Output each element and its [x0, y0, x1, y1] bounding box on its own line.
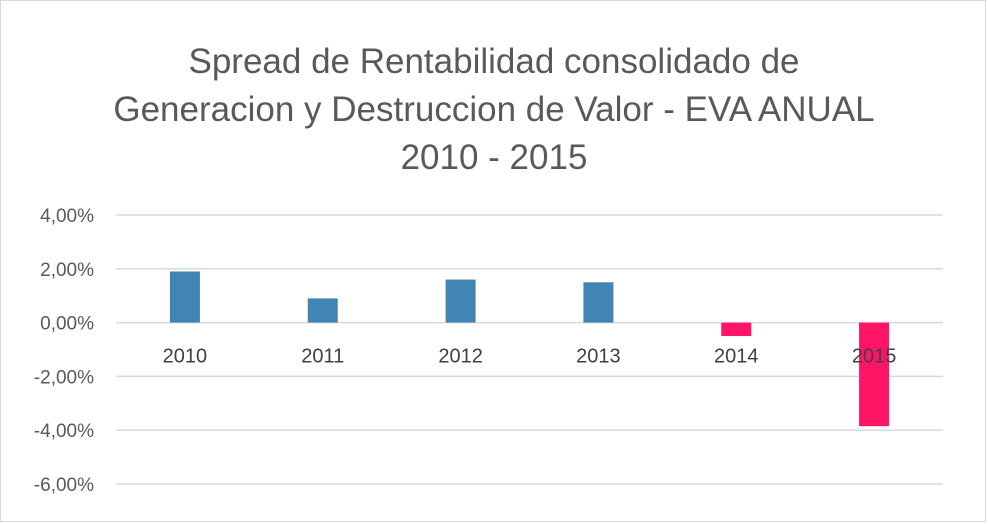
grid-lines — [116, 214, 943, 485]
y-tick-label: -2,00% — [34, 367, 94, 388]
bar-2010 — [169, 271, 200, 323]
y-tick-label: 4,00% — [40, 206, 94, 227]
chart-title-line-3: 2010 - 2015 — [400, 138, 588, 177]
x-category-label: 2015 — [852, 346, 897, 368]
x-category-label: 2014 — [714, 346, 759, 368]
x-category-label: 2013 — [576, 346, 621, 368]
bar-2011 — [307, 298, 338, 323]
y-tick-label: 0,00% — [40, 314, 94, 335]
chart-title-line-2: Generacion y Destruccion de Valor - EVA … — [113, 90, 875, 129]
chart-title-line-1: Spread de Rentabilidad consolidado de — [188, 42, 800, 81]
y-tick-label: -4,00% — [34, 421, 94, 442]
bar-2015 — [859, 322, 890, 427]
bar-2014 — [721, 322, 752, 337]
bar-2013 — [583, 282, 614, 323]
x-category-label: 2011 — [301, 346, 344, 368]
bar-2012 — [445, 279, 476, 323]
y-tick-label: -6,00% — [34, 475, 94, 496]
y-tick-label: 2,00% — [40, 260, 94, 281]
chart-title: Spread de Rentabilidad consolidado de Ge… — [0, 38, 988, 182]
bars — [169, 271, 890, 427]
x-axis: 2010 2011 2012 2013 2014 2015 — [163, 346, 897, 368]
x-category-label: 2012 — [438, 346, 483, 368]
y-axis: 4,00% 2,00% 0,00% -2,00% -4,00% -6,00% — [34, 206, 94, 496]
x-category-label: 2010 — [163, 346, 208, 368]
